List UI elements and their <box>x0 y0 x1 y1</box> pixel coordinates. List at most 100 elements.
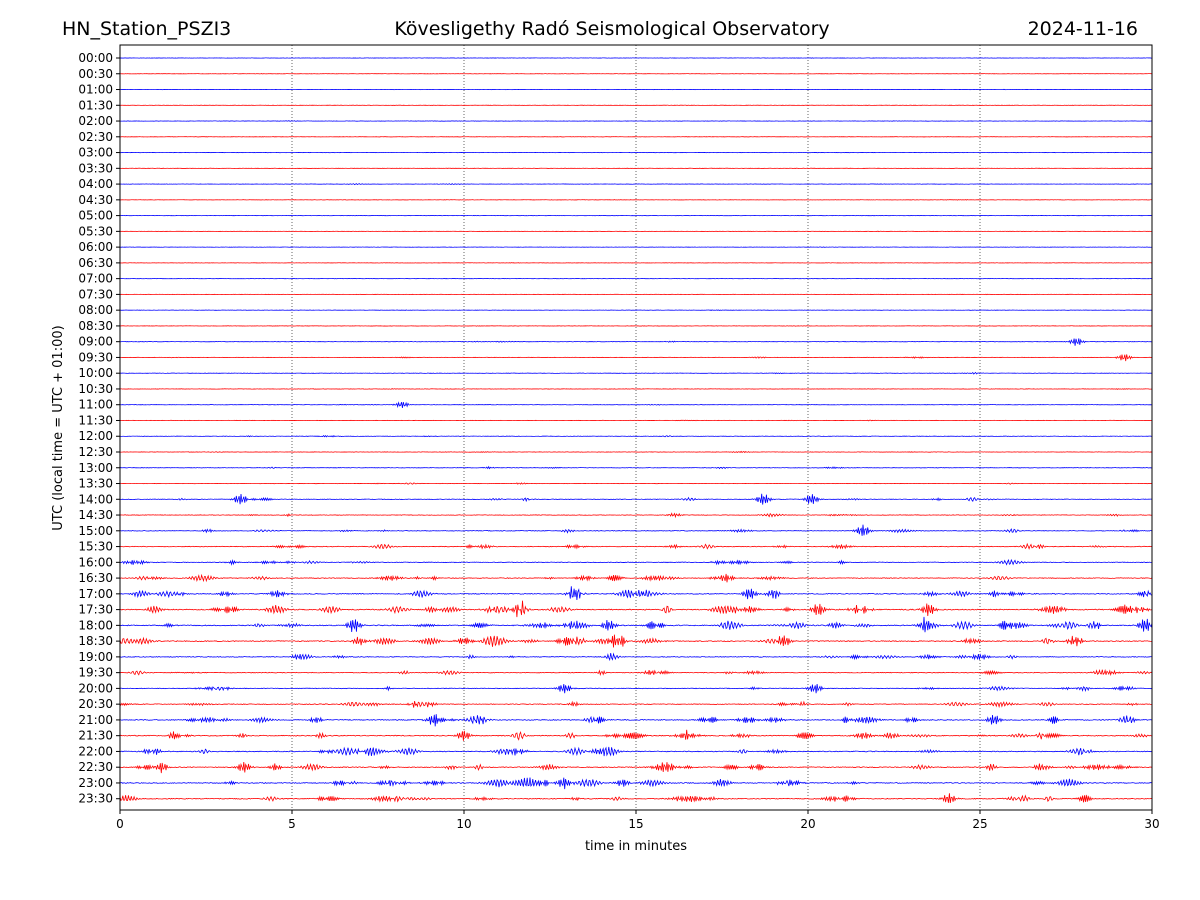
row-label: 09:30 <box>78 350 113 364</box>
trace-row-1900 <box>119 652 1153 662</box>
trace-row-1800 <box>119 616 1153 633</box>
trace-row-2000 <box>119 683 1153 694</box>
row-label: 07:00 <box>78 272 113 286</box>
plot-frame <box>119 44 1153 811</box>
row-label: 08:30 <box>78 319 113 333</box>
row-label: 18:30 <box>78 634 113 648</box>
row-label: 10:00 <box>78 366 113 380</box>
x-tick-label: 20 <box>800 817 815 831</box>
row-label: 03:00 <box>78 146 113 160</box>
x-tick-label: 10 <box>456 817 471 831</box>
row-label: 13:00 <box>78 461 113 475</box>
row-label: 15:30 <box>78 540 113 554</box>
trace-row-2100 <box>119 714 1153 727</box>
trace-row-0530 <box>119 230 1153 233</box>
trace-row-1700 <box>119 586 1153 601</box>
row-label: 14:00 <box>78 492 113 506</box>
trace-row-1730 <box>119 600 1153 618</box>
row-label: 14:30 <box>78 508 113 522</box>
row-label: 17:00 <box>78 587 113 601</box>
trace-row-0630 <box>120 262 1153 264</box>
row-label: 23:00 <box>78 776 113 790</box>
row-label: 00:30 <box>78 67 113 81</box>
row-label: 22:00 <box>78 744 113 758</box>
row-label: 06:30 <box>78 256 113 270</box>
row-label: 07:30 <box>78 287 113 301</box>
x-tick-label: 0 <box>116 817 124 831</box>
row-label: 01:00 <box>78 83 113 97</box>
trace-row-1430 <box>119 512 1153 519</box>
row-label: 16:00 <box>78 555 113 569</box>
x-tick-label: 25 <box>972 817 987 831</box>
trace-row-1830 <box>119 634 1153 648</box>
trace-row-0800 <box>119 309 1153 311</box>
trace-row-1500 <box>119 524 1153 536</box>
trace-row-1530 <box>119 542 1153 550</box>
seismic-traces <box>119 57 1153 804</box>
trace-row-1230 <box>119 450 1153 454</box>
trace-row-1330 <box>119 482 1153 485</box>
row-label: 16:30 <box>78 571 113 585</box>
row-label: 05:00 <box>78 209 113 223</box>
row-label: 21:30 <box>78 729 113 743</box>
trace-row-2030 <box>119 700 1153 709</box>
row-label: 19:30 <box>78 666 113 680</box>
trace-row-0200 <box>119 120 1153 122</box>
chart-date: 2024-11-16 <box>1028 18 1138 40</box>
row-label: 04:00 <box>78 177 113 191</box>
trace-row-2300 <box>119 777 1153 790</box>
trace-row-1400 <box>119 493 1153 505</box>
row-label: 06:00 <box>78 240 113 254</box>
row-label: 04:30 <box>78 193 113 207</box>
row-label: 02:30 <box>78 130 113 144</box>
row-label: 02:00 <box>78 114 113 128</box>
trace-row-1000 <box>119 371 1153 375</box>
trace-row-1100 <box>119 401 1153 409</box>
trace-row-1930 <box>119 668 1153 677</box>
trace-row-0400 <box>119 183 1153 186</box>
row-label: 05:30 <box>78 224 113 238</box>
row-label: 01:30 <box>78 98 113 112</box>
trace-row-0900 <box>119 338 1153 346</box>
trace-row-1030 <box>119 388 1153 390</box>
row-label: 12:30 <box>78 445 113 459</box>
row-label: 20:30 <box>78 697 113 711</box>
chart-title: Kövesligethy Radó Seismological Observat… <box>394 18 829 40</box>
trace-row-1600 <box>119 558 1153 566</box>
trace-row-0930 <box>119 354 1153 362</box>
row-label: 15:00 <box>78 524 113 538</box>
trace-row-1300 <box>119 465 1153 470</box>
trace-row-2330 <box>119 793 1153 804</box>
trace-row-1130 <box>119 419 1153 422</box>
row-label: 11:30 <box>78 413 113 427</box>
trace-row-0430 <box>119 199 1153 201</box>
trace-row-1200 <box>119 435 1153 438</box>
trace-row-2200 <box>119 746 1153 757</box>
trace-row-2230 <box>119 761 1153 774</box>
row-label: 11:00 <box>78 398 113 412</box>
row-label: 22:30 <box>78 760 113 774</box>
row-label: 17:30 <box>78 603 113 617</box>
y-axis-label: UTC (local time = UTC + 01:00) <box>51 325 66 530</box>
row-label: 23:30 <box>78 792 113 806</box>
x-axis-label: time in minutes <box>585 839 687 854</box>
row-label: 09:00 <box>78 335 113 349</box>
trace-row-2130 <box>119 729 1153 741</box>
x-tick-label: 5 <box>288 817 296 831</box>
x-tick-labels: 0 5 10 15 20 25 30 <box>116 810 1160 831</box>
row-label: 12:00 <box>78 429 113 443</box>
row-label: 19:00 <box>78 650 113 664</box>
row-label: 21:00 <box>78 713 113 727</box>
trace-row-1630 <box>119 573 1153 583</box>
row-label: 13:30 <box>78 477 113 491</box>
row-label: 10:30 <box>78 382 113 396</box>
row-label: 18:00 <box>78 618 113 632</box>
row-label: 03:30 <box>78 161 113 175</box>
row-label: 08:00 <box>78 303 113 317</box>
station-name: HN_Station_PSZI3 <box>62 18 231 40</box>
x-tick-label: 15 <box>628 817 643 831</box>
row-label: 00:00 <box>78 51 113 65</box>
